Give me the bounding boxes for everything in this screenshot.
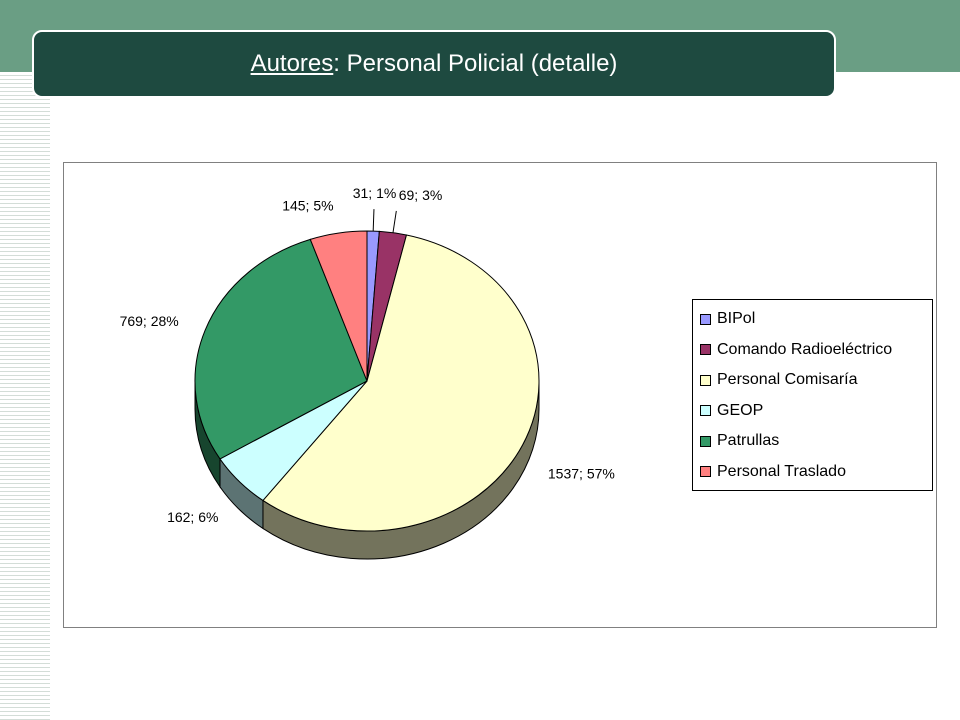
legend-label: Comando Radioeléctrico [717,340,893,358]
pie-slice-5 [309,230,368,382]
data-label-3: 162; 6% [167,509,218,525]
slide-title-underlined: Autores [250,50,334,77]
leader-line-1 [392,210,397,233]
pie-slice-2 [262,234,540,532]
legend-swatch [700,374,711,386]
legend-label: Personal Comisaría [717,371,858,389]
legend-label: Personal Traslado [717,462,846,480]
data-label-1: 69; 3% [399,187,443,203]
chart-legend: BIPol Comando Radioeléctrico Personal Comi… [692,299,933,491]
legend-swatch [700,405,711,417]
legend-item: Personal Comisaría [693,365,932,396]
data-label-2: 1537; 57% [548,466,615,482]
chart-frame: 31; 1% 69; 3% 1537; 57% 162; 6% 769; 28% 145;… [63,162,937,628]
pie-chart: 31; 1% 69; 3% 1537; 57% 162; 6% 769; 28% 145;… [120,185,615,560]
legend-label: Patrullas [717,432,780,450]
legend-item: Comando Radioeléctrico [693,335,932,366]
left-stripe-decoration [0,72,50,720]
legend-label: GEOP [717,401,764,419]
legend-swatch [700,344,711,356]
data-label-4: 769; 28% [120,313,179,329]
leader-line-0 [372,209,375,232]
legend-item: Patrullas [693,426,932,457]
legend-swatch [700,435,711,447]
legend-item: BIPol [693,304,932,335]
legend-swatch [700,466,711,478]
legend-item: Personal Traslado [693,457,932,488]
slide-title: Autores: Personal Policial (detalle) [32,30,836,98]
legend-swatch [700,313,711,325]
pie-slice-4 [194,238,368,460]
slide-title-rest: : Personal Policial (detalle) [333,50,618,77]
legend-label: BIPol [717,310,756,328]
data-label-0: 31; 1% [353,185,397,201]
data-label-5: 145; 5% [282,198,333,214]
legend-item: GEOP [693,396,932,427]
